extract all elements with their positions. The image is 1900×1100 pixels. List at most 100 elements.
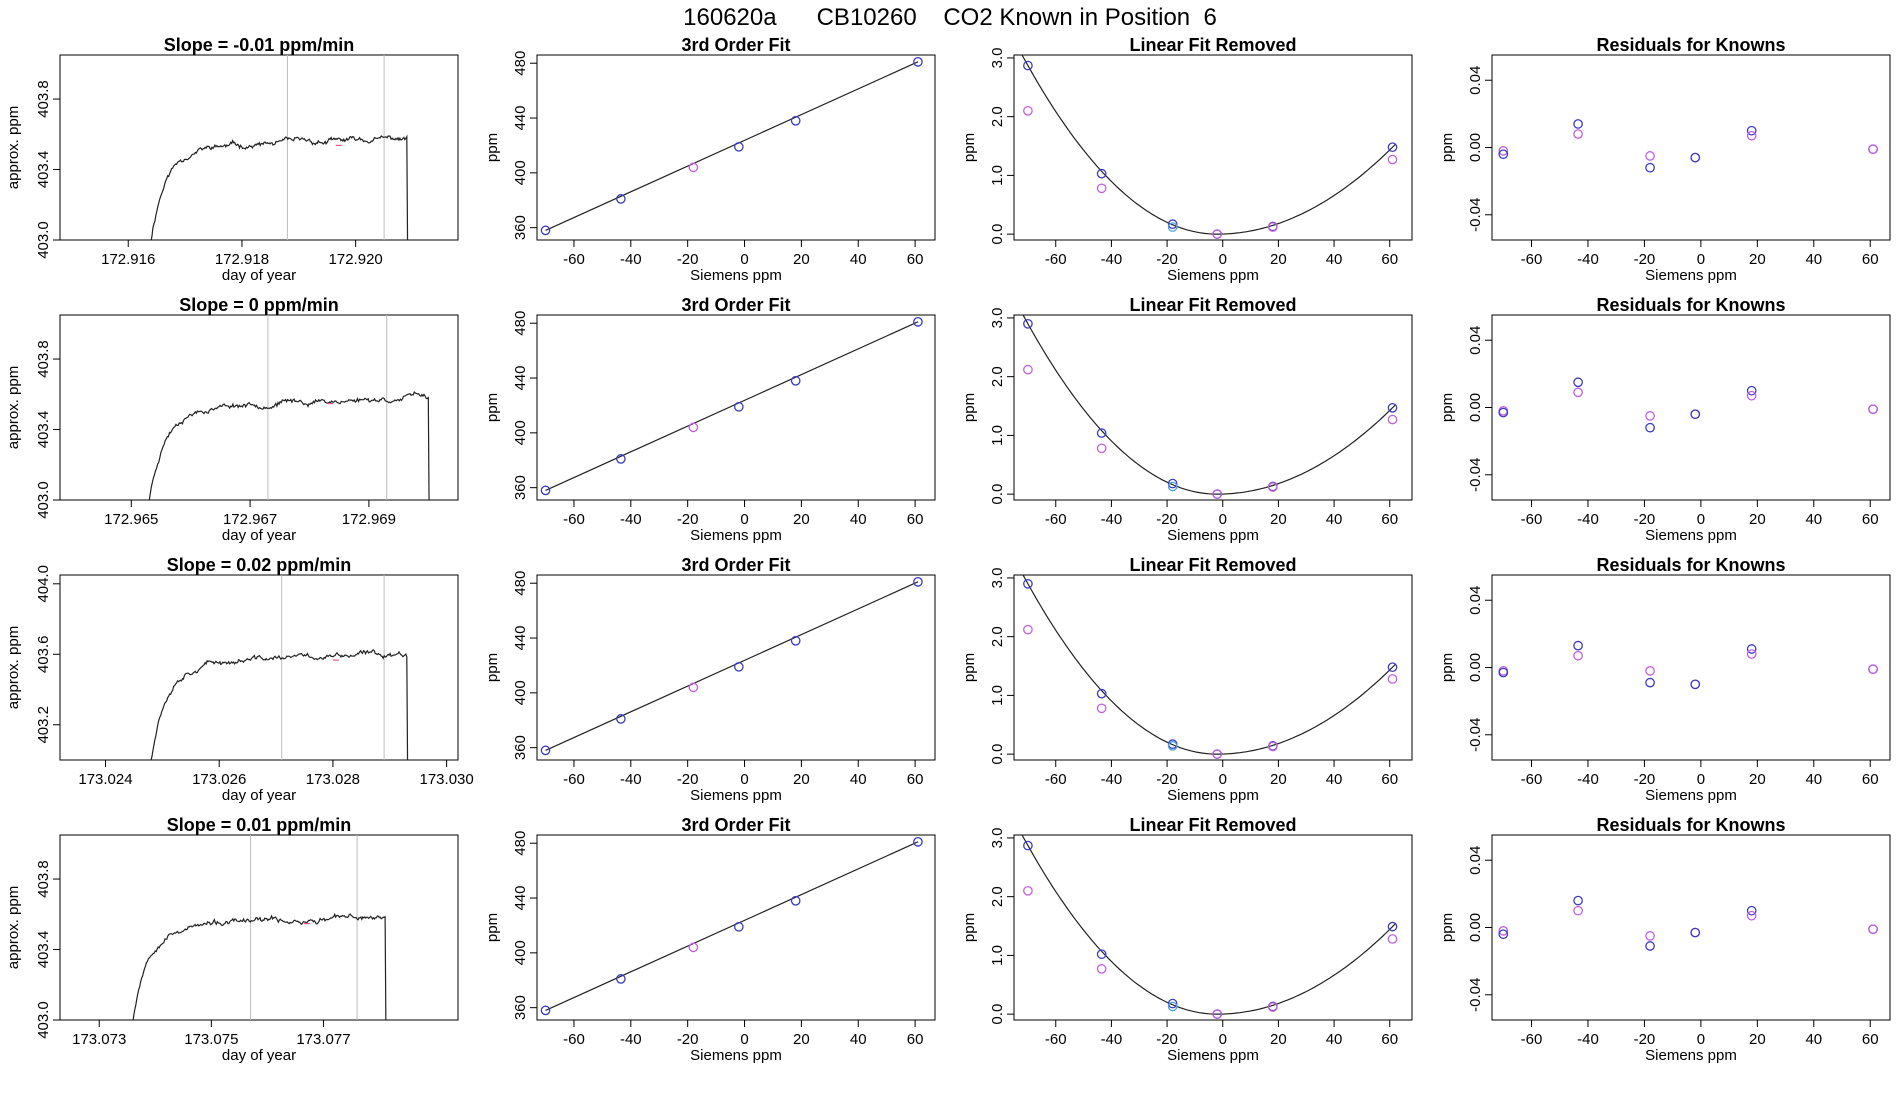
x-tick-label: 40 [850,1031,867,1048]
data-point-magenta [1267,741,1278,752]
fit-line [545,581,919,751]
data-point-magenta [1023,624,1033,635]
x-tick-label: 40 [1326,251,1343,268]
x-tick-label: -40 [1577,771,1599,788]
y-tick-label: 440 [512,106,529,131]
y-tick-label: 2.0 [989,886,1006,907]
x-tick-label: 40 [850,771,867,788]
y-tick-label: 0.00 [1467,133,1484,162]
data-point-magenta [1387,674,1398,684]
y-tick-label: 3.0 [989,828,1006,849]
x-tick-label: -40 [1577,251,1599,268]
x-tick-label: -40 [1101,511,1123,528]
y-axis-label: ppm [484,913,501,942]
data-point-lightblue [1167,222,1178,232]
x-axis-label: day of year [222,1047,296,1064]
y-tick-label: 3.0 [989,308,1006,329]
x-tick-label: 20 [1270,1031,1287,1048]
x-axis-label: day of year [222,527,296,544]
x-tick-label: -20 [1634,251,1656,268]
chart-panel-r2c2: 3rd Order Fit -60 -40 -20 0 20 40 60 360 400 440 48… [484,295,936,544]
x-tick-label: 20 [1749,1031,1766,1048]
x-tick-label: 40 [1805,251,1822,268]
data-layer [148,315,430,500]
chart-title: Slope = 0 ppm/min [179,295,339,315]
data-point-magenta [1096,703,1107,714]
x-tick-label: -60 [1045,1031,1067,1048]
data-point-magenta [1023,364,1033,375]
y-tick-label: 440 [512,886,529,911]
x-tick-label: 172.918 [215,251,269,268]
x-tick-label: -60 [1045,251,1067,268]
x-tick-label: 20 [1749,511,1766,528]
chart-panel-r3c2: 3rd Order Fit -60 -40 -20 0 20 40 60 360 400 440 48… [484,555,936,804]
data-point-blue [1387,662,1398,673]
data-point-magenta [688,422,699,433]
x-tick-label: -20 [1156,771,1178,788]
fit-line [545,321,919,491]
y-axis-label: approx. ppm [5,886,22,969]
x-tick-label: -20 [677,511,699,528]
chart-title: Slope = 0.01 ppm/min [167,815,352,835]
data-point-magenta [1746,130,1757,141]
y-tick-label: 360 [512,735,529,760]
y-tick-label: 440 [512,366,529,391]
data-point-blue [1167,219,1178,229]
data-layer [132,835,387,1020]
x-tick-label: 40 [1326,1031,1343,1048]
x-tick-label: -20 [1634,1031,1656,1048]
fit-curve [1022,575,1396,755]
x-tick-label: 40 [1805,1031,1822,1048]
x-tick-label: 60 [1381,511,1398,528]
data-point-blue [1645,162,1655,173]
data-layer [545,321,919,491]
chart-panel-r3c4: Residuals for Knowns -60 -40 -20 0 20 40 60 -0.0… [1439,555,1891,804]
data-point-magenta [1573,387,1583,398]
data-point-magenta [1868,664,1878,675]
plot-frame [1491,314,1891,501]
y-tick-label: 0.0 [989,224,1006,245]
plot-frame [536,314,936,501]
data-point-magenta [1387,414,1398,425]
data-point-magenta [1645,151,1655,161]
x-axis-label: Siemens ppm [1167,1047,1259,1064]
chart-title: Residuals for Knowns [1596,35,1785,55]
data-point-magenta [1746,649,1757,659]
x-tick-label: -60 [1521,771,1543,788]
data-point-blue [1167,478,1178,489]
plot-frame [59,54,459,241]
data-layer [150,55,409,240]
x-axis-label: Siemens ppm [1645,787,1737,804]
data-point-blue [913,837,923,847]
x-tick-label: -20 [677,1031,699,1048]
y-tick-label: 2.0 [989,626,1006,647]
plot-frame [1013,834,1413,1021]
x-tick-label: 60 [1862,251,1879,268]
data-point-magenta [1387,934,1398,944]
y-tick-label: 403.4 [35,411,52,449]
x-tick-label: -40 [1101,251,1123,268]
data-point-magenta [1096,183,1107,194]
x-axis-label: Siemens ppm [690,787,782,804]
x-axis-label: Siemens ppm [690,527,782,544]
plot-frame [1491,574,1891,761]
data-point-blue [540,225,551,236]
data-point-blue [1498,667,1509,678]
x-tick-label: 60 [1381,771,1398,788]
x-tick-label: 20 [793,251,810,268]
x-axis-label: Siemens ppm [1645,267,1737,284]
y-tick-label: 360 [512,475,529,500]
y-tick-label: 0.00 [1467,913,1484,942]
x-tick-label: 172.967 [223,511,277,528]
data-point-blue [540,1005,551,1016]
y-tick-label: 3.0 [989,48,1006,69]
chart-title: Slope = 0.02 ppm/min [167,555,352,575]
x-tick-label: 20 [793,771,810,788]
data-layer [1022,575,1396,755]
x-tick-label: 173.028 [306,771,360,788]
x-tick-label: 0 [740,771,748,788]
x-axis-label: Siemens ppm [690,267,782,284]
x-tick-label: 0 [1697,511,1705,528]
data-point-blue [790,895,801,906]
x-tick-label: 20 [1270,771,1287,788]
